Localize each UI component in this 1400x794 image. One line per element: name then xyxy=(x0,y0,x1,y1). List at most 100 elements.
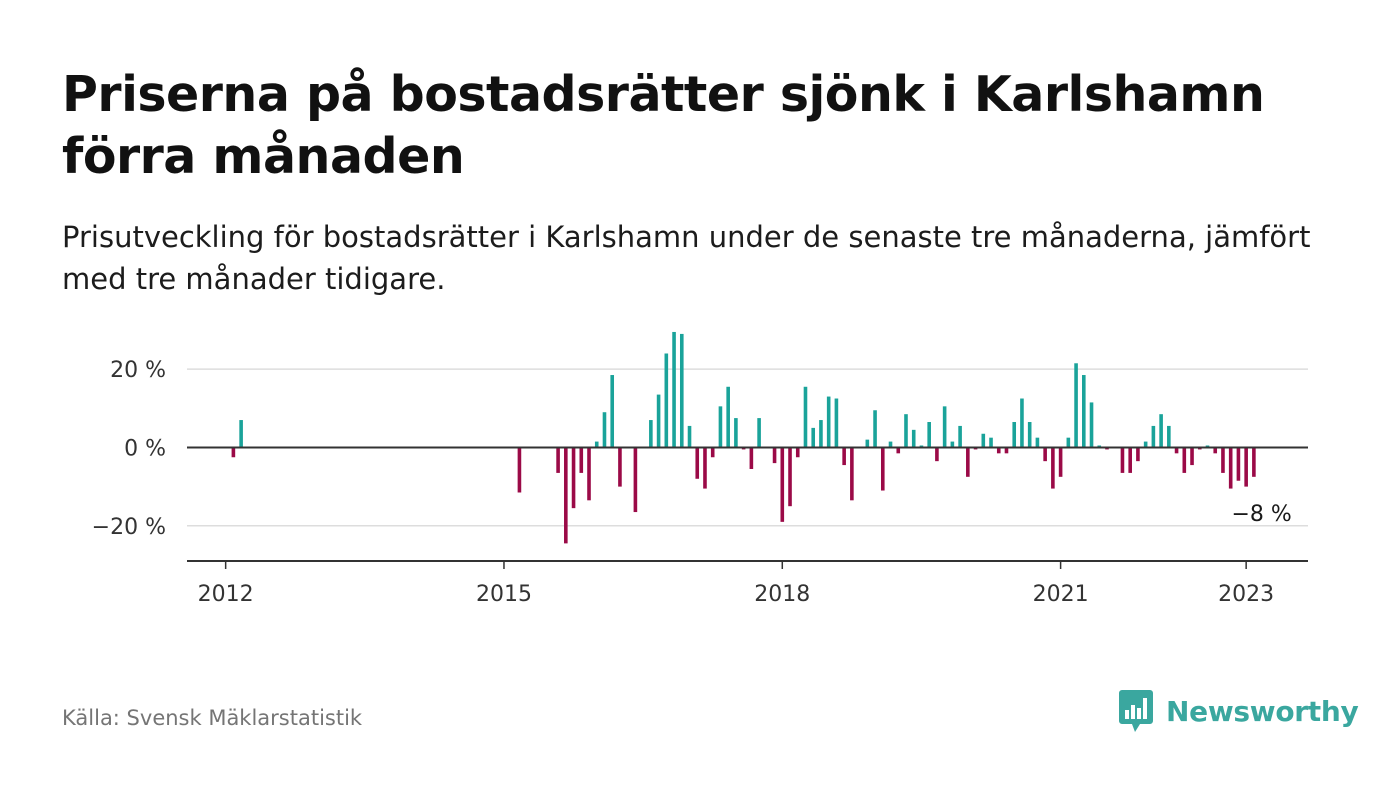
bar xyxy=(594,441,599,448)
bar xyxy=(734,418,738,448)
bar xyxy=(757,418,761,448)
y-tick-label: 0 % xyxy=(124,436,166,461)
x-tick-label: 2023 xyxy=(1218,582,1274,607)
bar xyxy=(718,406,723,448)
bar xyxy=(1027,422,1032,448)
bar xyxy=(1120,447,1125,473)
bar xyxy=(1074,363,1078,448)
bar xyxy=(1143,441,1148,448)
bar xyxy=(935,447,939,462)
bar xyxy=(896,447,901,454)
bar xyxy=(579,447,584,473)
bar xyxy=(587,447,591,501)
bar xyxy=(1136,447,1140,462)
bar xyxy=(834,398,839,448)
bar xyxy=(819,420,823,448)
brand-name: Newsworthy xyxy=(1166,694,1359,728)
bar xyxy=(1167,425,1171,448)
bar xyxy=(1252,447,1256,477)
bar xyxy=(726,386,730,448)
bar xyxy=(942,406,947,448)
bar xyxy=(803,386,808,448)
bar xyxy=(981,433,986,448)
x-tick-label: 2021 xyxy=(1033,582,1089,607)
bars xyxy=(231,331,1256,544)
bar xyxy=(950,441,955,448)
bar xyxy=(710,447,715,458)
bar xyxy=(966,447,970,477)
bar xyxy=(880,447,885,491)
y-tick-label: 20 % xyxy=(110,358,166,383)
bar xyxy=(687,425,692,448)
bar xyxy=(1244,447,1248,487)
bar xyxy=(1151,425,1156,448)
bar xyxy=(850,447,854,501)
bar xyxy=(1020,398,1024,448)
bar xyxy=(664,353,669,448)
bar xyxy=(826,396,831,448)
x-axis-tick-labels: 2012 2015 2018 2021 2023 xyxy=(198,561,1274,607)
bar xyxy=(1043,447,1047,462)
bar xyxy=(571,447,576,509)
bar xyxy=(618,447,622,487)
bar xyxy=(703,447,707,489)
bar xyxy=(1035,437,1040,448)
brand-logo-block[interactable]: Newsworthy xyxy=(1118,688,1359,734)
bar xyxy=(564,447,568,544)
bar xyxy=(517,447,522,493)
bar xyxy=(927,422,931,448)
bar xyxy=(656,394,661,448)
bar xyxy=(911,429,916,448)
bar xyxy=(888,441,893,448)
bar xyxy=(1213,447,1218,454)
bar xyxy=(1066,437,1071,448)
bar xyxy=(679,333,684,448)
bar xyxy=(1058,447,1063,477)
x-tick-label: 2012 xyxy=(198,582,254,607)
bar xyxy=(1004,447,1009,454)
bar xyxy=(1051,447,1055,489)
bar xyxy=(811,427,816,448)
bar xyxy=(749,447,754,469)
x-tick-label: 2015 xyxy=(476,582,532,607)
bar xyxy=(904,414,908,448)
bar xyxy=(958,425,962,448)
bar xyxy=(602,412,607,448)
chart-subtitle: Prisutveckling för bostadsrätter i Karls… xyxy=(62,220,1311,296)
annotations: −8 % xyxy=(1231,502,1291,527)
latest-value-label: −8 % xyxy=(1231,502,1291,527)
bar xyxy=(1221,447,1225,473)
bar xyxy=(239,420,243,448)
bar xyxy=(556,447,560,473)
bar xyxy=(633,447,638,513)
price-change-bar-chart: 20 % 0 % −20 % 2012 2015 2018 2021 2023 −8 % xyxy=(92,331,1308,607)
bar xyxy=(1159,414,1163,448)
y-tick-label: −20 % xyxy=(92,515,166,540)
bar xyxy=(649,420,653,448)
bar xyxy=(1182,447,1187,473)
bar xyxy=(772,447,777,464)
bar xyxy=(1128,447,1132,473)
bar-chart-speech-bubble-icon xyxy=(1119,690,1153,732)
bar xyxy=(1190,447,1194,466)
y-axis-tick-labels: 20 % 0 % −20 % xyxy=(92,358,166,540)
bar xyxy=(1082,375,1086,448)
chart-title: Priserna på bostadsrätter sjönk i Karlsh… xyxy=(62,66,1265,185)
bar xyxy=(788,447,792,507)
bar xyxy=(1236,447,1241,481)
bar xyxy=(873,410,877,448)
bar xyxy=(865,439,870,448)
bar xyxy=(780,447,785,522)
bar xyxy=(695,447,700,479)
bar xyxy=(231,447,236,458)
bar xyxy=(842,447,846,466)
source-note: Källa: Svensk Mäklarstatistik xyxy=(62,706,363,730)
bar xyxy=(1228,447,1233,489)
bar xyxy=(1012,422,1017,448)
bar xyxy=(989,437,993,448)
bar xyxy=(795,447,800,458)
bar xyxy=(672,331,676,448)
grid-lines xyxy=(187,368,1308,527)
bar xyxy=(996,447,1001,454)
axes xyxy=(187,446,1308,562)
